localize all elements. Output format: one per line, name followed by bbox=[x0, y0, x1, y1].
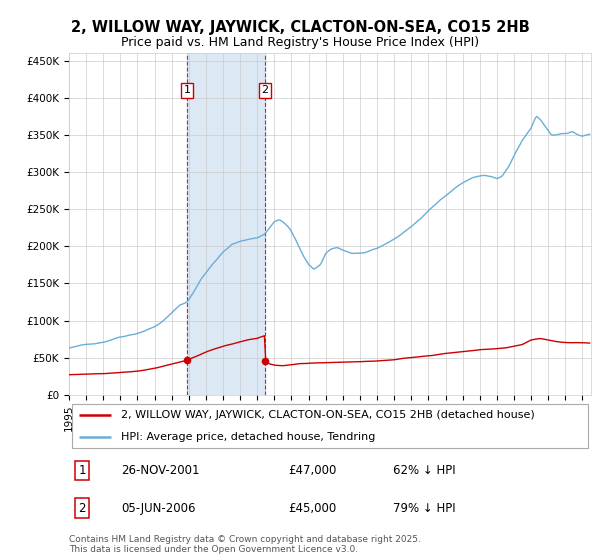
Text: 05-JUN-2006: 05-JUN-2006 bbox=[121, 502, 196, 515]
Bar bbox=[187, 53, 265, 395]
Text: Price paid vs. HM Land Registry's House Price Index (HPI): Price paid vs. HM Land Registry's House … bbox=[121, 36, 479, 49]
FancyBboxPatch shape bbox=[71, 404, 589, 448]
Text: 2, WILLOW WAY, JAYWICK, CLACTON-ON-SEA, CO15 2HB (detached house): 2, WILLOW WAY, JAYWICK, CLACTON-ON-SEA, … bbox=[121, 410, 535, 420]
Text: 2: 2 bbox=[78, 502, 86, 515]
Text: 62% ↓ HPI: 62% ↓ HPI bbox=[392, 464, 455, 477]
Text: £47,000: £47,000 bbox=[288, 464, 337, 477]
Text: 1: 1 bbox=[184, 85, 191, 95]
Text: 79% ↓ HPI: 79% ↓ HPI bbox=[392, 502, 455, 515]
Text: 26-NOV-2001: 26-NOV-2001 bbox=[121, 464, 200, 477]
Text: Contains HM Land Registry data © Crown copyright and database right 2025.
This d: Contains HM Land Registry data © Crown c… bbox=[69, 535, 421, 554]
Text: 1: 1 bbox=[78, 464, 86, 477]
Text: 2, WILLOW WAY, JAYWICK, CLACTON-ON-SEA, CO15 2HB: 2, WILLOW WAY, JAYWICK, CLACTON-ON-SEA, … bbox=[71, 20, 529, 35]
Text: HPI: Average price, detached house, Tendring: HPI: Average price, detached house, Tend… bbox=[121, 432, 376, 442]
Text: £45,000: £45,000 bbox=[288, 502, 337, 515]
Text: 2: 2 bbox=[262, 85, 269, 95]
